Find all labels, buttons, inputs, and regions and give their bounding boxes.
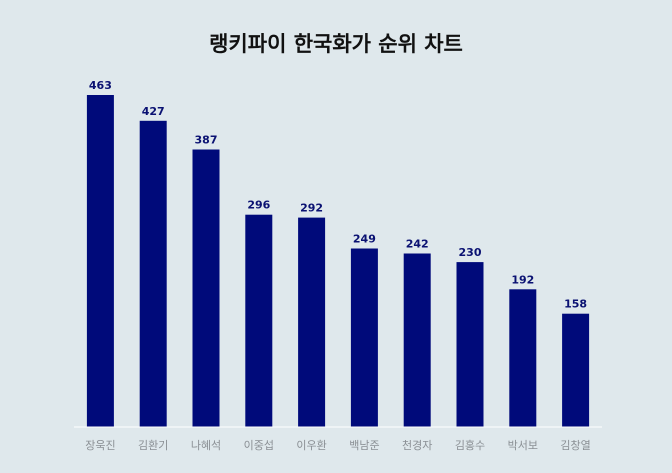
value-label-7: 242 (406, 238, 429, 251)
bar-10 (562, 313, 590, 427)
bar-3 (192, 149, 220, 427)
value-label-9: 192 (511, 273, 534, 286)
value-label-10: 158 (564, 298, 587, 311)
bar-1 (86, 95, 114, 427)
bar-4 (245, 214, 273, 427)
bar-9 (509, 289, 537, 427)
x-tick-label-8: 김홍수 (455, 438, 485, 452)
value-label-5: 292 (300, 202, 323, 215)
value-label-3: 387 (195, 134, 218, 147)
chart-title: 랭키파이 한국화가 순위 차트 (209, 32, 463, 56)
value-label-8: 230 (459, 246, 482, 259)
value-label-4: 296 (247, 199, 270, 212)
bar-2 (139, 120, 167, 428)
x-tick-label-9: 박서보 (508, 439, 538, 452)
x-tick-label-1: 장욱진 (85, 439, 115, 452)
bar-5 (298, 217, 326, 427)
value-label-2: 427 (142, 105, 165, 118)
bar-7 (403, 253, 431, 427)
value-labels-group: 463 427 387 296 292 249 242 230 192 158 (89, 79, 587, 311)
x-tick-labels-group: 장욱진 김환기 나혜석 이중섭 이우환 백남준 천경자 김홍수 박서보 김창열 (85, 438, 591, 452)
x-tick-label-10: 김창열 (560, 439, 590, 452)
bar-8 (456, 262, 484, 427)
x-tick-label-2: 김환기 (138, 439, 168, 452)
value-label-1: 463 (89, 79, 112, 92)
x-tick-label-7: 천경자 (402, 438, 432, 452)
x-tick-label-5: 이우환 (296, 439, 326, 452)
x-tick-label-6: 백남준 (349, 439, 379, 452)
bar-6 (350, 248, 378, 427)
x-tick-label-4: 이중섭 (244, 439, 274, 452)
value-label-6: 249 (353, 233, 376, 246)
x-tick-label-3: 나혜석 (191, 439, 221, 452)
bars-group (86, 95, 590, 428)
